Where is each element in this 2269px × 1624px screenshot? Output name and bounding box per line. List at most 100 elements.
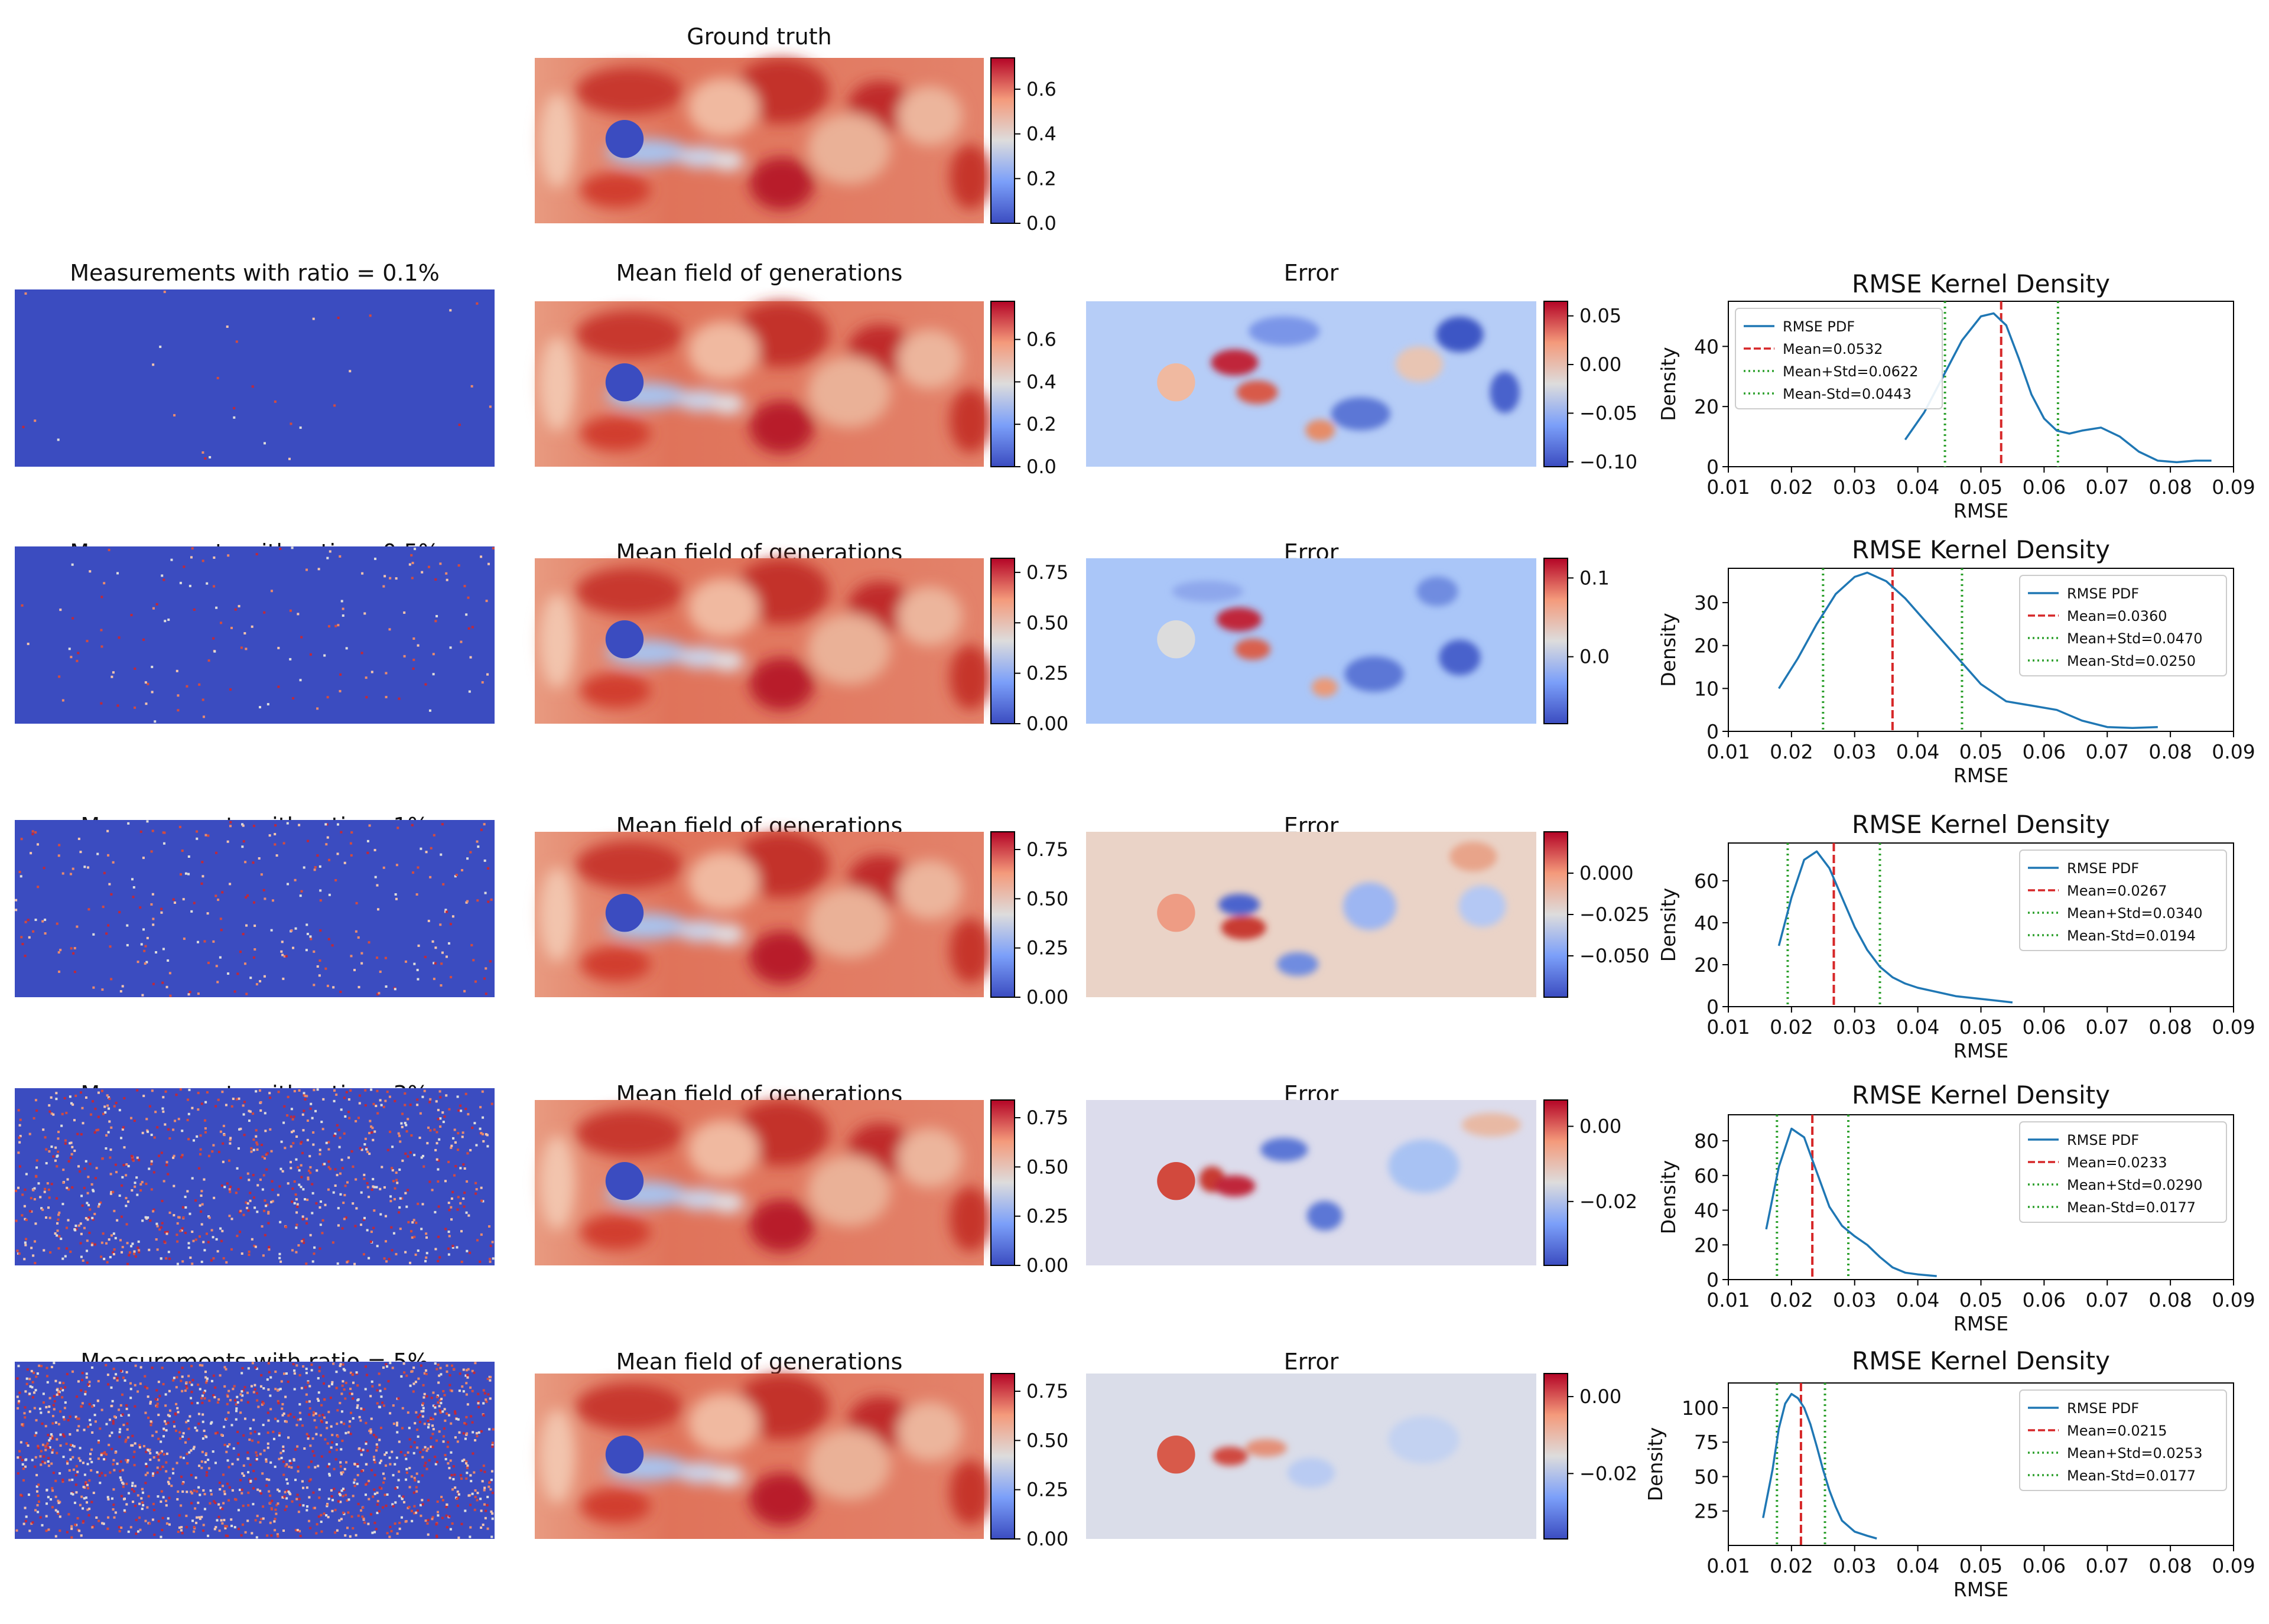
measurement-point xyxy=(66,1460,69,1463)
measurement-point xyxy=(147,1449,149,1451)
measurement-point xyxy=(89,1208,92,1211)
measurement-point xyxy=(385,985,388,988)
measurement-point xyxy=(234,1399,237,1402)
measurement-point xyxy=(342,1511,345,1514)
measurement-point xyxy=(400,1122,403,1125)
colorbar-tick-label: −0.025 xyxy=(1579,903,1649,926)
measurement-point xyxy=(162,842,165,845)
measurement-point xyxy=(434,620,437,623)
measurement-point xyxy=(147,1416,150,1419)
measurement-point xyxy=(343,1423,346,1426)
measurement-point xyxy=(294,878,297,881)
measurement-point xyxy=(491,1241,494,1244)
measurement-point xyxy=(190,1473,193,1476)
measurement-point xyxy=(69,1142,71,1145)
measurement-point xyxy=(372,1226,375,1229)
colorbar-tick-label: 0.00 xyxy=(1579,1385,1621,1408)
measurement-point xyxy=(448,1108,451,1111)
measurement-point xyxy=(417,1377,420,1380)
measurement-point xyxy=(479,1260,482,1263)
measurement-point xyxy=(16,1249,19,1252)
measurement-point xyxy=(307,1466,310,1469)
flow-blob xyxy=(580,173,651,208)
measurement-point xyxy=(267,1210,270,1213)
flow-blob xyxy=(950,1460,992,1525)
measurement-point xyxy=(248,1109,251,1112)
error-blob xyxy=(1331,397,1390,431)
error-blob xyxy=(1388,1139,1459,1193)
measurement-point xyxy=(421,571,424,574)
measurement-point xyxy=(339,673,342,676)
measurement-point xyxy=(118,1431,121,1434)
measurement-point xyxy=(233,406,236,409)
measurement-point xyxy=(487,867,490,870)
measurement-point xyxy=(480,1132,483,1135)
measurement-point xyxy=(474,1489,477,1492)
measurement-point xyxy=(59,1433,62,1436)
measurement-point xyxy=(411,1236,414,1239)
measurement-point xyxy=(246,1457,249,1460)
measurement-point xyxy=(460,640,463,643)
measurement-point xyxy=(375,1443,378,1446)
measurement-point xyxy=(114,1511,117,1514)
measurement-point xyxy=(396,1421,399,1424)
measurement-point xyxy=(119,1369,122,1372)
colorbar-tick-label: 0.75 xyxy=(1026,1106,1068,1129)
measurement-point xyxy=(380,1427,383,1430)
measurement-point xyxy=(249,1479,252,1482)
measurement-point xyxy=(97,1205,100,1208)
measurement-point xyxy=(36,1503,39,1506)
measurement-point xyxy=(93,1212,96,1215)
measurement-point xyxy=(206,1471,209,1474)
measurement-point xyxy=(203,1119,206,1122)
measurement-point xyxy=(159,346,162,349)
flow-blob xyxy=(580,673,651,708)
measurement-point xyxy=(201,1203,204,1206)
measurement-point xyxy=(376,884,379,887)
measurement-point xyxy=(265,1153,268,1156)
measurement-point xyxy=(54,1159,57,1162)
measurement-point xyxy=(206,912,209,915)
measurement-point xyxy=(289,1161,292,1164)
measurements-field xyxy=(15,1362,495,1539)
measurement-point xyxy=(264,897,266,900)
measurement-point xyxy=(195,1521,198,1524)
measurement-point xyxy=(461,1459,464,1462)
x-tick-label: 0.09 xyxy=(2212,1016,2255,1039)
measurement-point xyxy=(90,1469,93,1472)
measurement-point xyxy=(392,1505,395,1508)
measurement-point xyxy=(40,1463,43,1466)
measurement-point xyxy=(396,1182,399,1184)
measurement-point xyxy=(57,1150,60,1153)
colorbar-tick-label: −0.02 xyxy=(1579,1190,1637,1213)
measurement-point xyxy=(437,1205,440,1208)
measurement-point xyxy=(489,1260,492,1263)
measurement-point xyxy=(214,1105,217,1108)
measurement-point xyxy=(24,1244,27,1247)
measurement-point xyxy=(430,1446,433,1449)
measurement-point xyxy=(81,1402,84,1405)
measurement-point xyxy=(330,1489,333,1492)
measurement-point xyxy=(278,1257,281,1260)
measurement-point xyxy=(459,1372,461,1375)
measurement-point xyxy=(280,1456,283,1459)
measurement-point xyxy=(87,1176,90,1179)
measurement-point xyxy=(469,1251,472,1254)
measurement-point xyxy=(343,1369,346,1372)
measurement-point xyxy=(386,1493,389,1496)
measurement-point xyxy=(227,1466,230,1469)
measurement-point xyxy=(481,1090,484,1093)
measurement-point xyxy=(490,1510,493,1513)
measurement-point xyxy=(134,1182,136,1184)
colorbar-tick-label: 0.0 xyxy=(1026,455,1057,478)
measurement-point xyxy=(90,1501,93,1503)
measurement-point xyxy=(391,1366,394,1369)
measurement-point xyxy=(356,1404,359,1407)
measurement-point xyxy=(182,1216,185,1219)
pdf-curve xyxy=(1904,312,2212,464)
measurement-point xyxy=(355,1119,357,1122)
measurement-point xyxy=(463,1167,466,1170)
measurement-point xyxy=(24,1506,27,1509)
measurement-point xyxy=(362,1408,365,1411)
measurement-point xyxy=(89,1163,92,1166)
